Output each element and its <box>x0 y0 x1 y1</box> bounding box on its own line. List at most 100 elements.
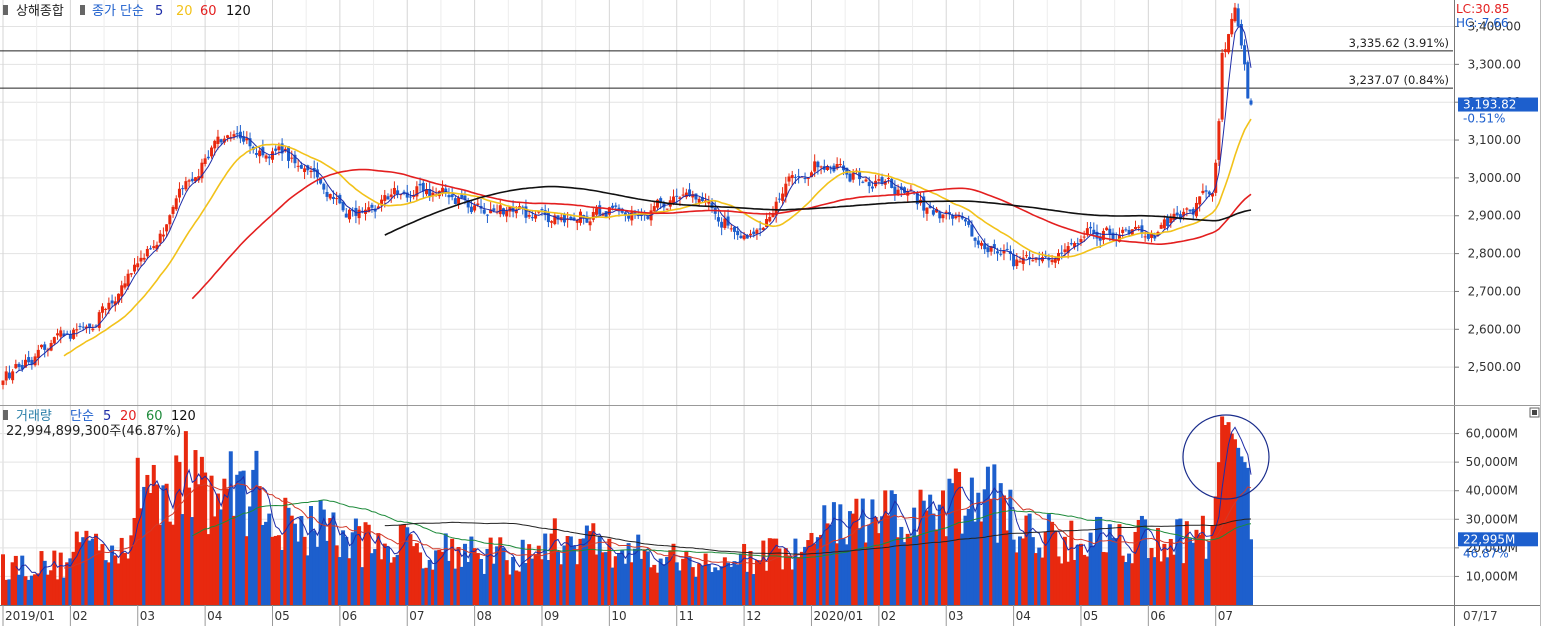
volume-bar <box>982 489 987 605</box>
volume-bar <box>697 563 702 605</box>
candle <box>710 202 714 209</box>
volume-bar <box>299 515 304 605</box>
volume-bar <box>286 507 291 605</box>
volume-bar <box>838 504 843 605</box>
volume-bar <box>1242 462 1247 605</box>
horizontal-lines[interactable]: 3,335.62 (3.91%) 3,237.07 (0.84%) <box>0 36 1453 89</box>
candle <box>845 167 849 175</box>
volume-legend-marker[interactable] <box>3 410 8 420</box>
volume-bar <box>87 540 92 605</box>
volume-bar <box>1040 557 1045 605</box>
volume-bar <box>257 486 262 605</box>
volume-bar <box>851 513 856 605</box>
candle <box>123 283 127 288</box>
month-label: 08 <box>477 609 492 623</box>
volume-circle-annotation[interactable] <box>1182 414 1270 500</box>
candle <box>1227 34 1231 53</box>
volume-bar <box>440 551 445 605</box>
candle <box>492 208 496 211</box>
candle <box>928 205 932 209</box>
volume-ma60-label: 60 <box>146 409 163 424</box>
ma5-line <box>15 25 1252 374</box>
candle <box>335 198 339 200</box>
candle <box>1108 228 1112 235</box>
volume-bar <box>950 483 955 605</box>
volume-bar <box>616 552 621 605</box>
volume-bar <box>248 506 253 605</box>
candle <box>280 143 284 154</box>
volume-bar <box>1 554 5 605</box>
candle <box>989 246 993 252</box>
candle <box>633 210 637 215</box>
candle <box>1105 227 1109 231</box>
volume-bar <box>1152 557 1157 605</box>
volume-bar <box>620 550 625 605</box>
candle <box>11 371 15 381</box>
candle <box>428 189 432 198</box>
volume-bar <box>613 556 618 605</box>
candle <box>652 206 656 212</box>
volume-bar <box>479 559 484 605</box>
volume-bar <box>1014 552 1019 605</box>
candle <box>1073 242 1077 248</box>
candle <box>139 257 143 262</box>
volume-bar <box>969 477 974 605</box>
month-label: 04 <box>207 609 222 623</box>
volume-bar <box>273 535 278 605</box>
volume-bar <box>710 571 715 605</box>
volume-bar <box>1088 532 1093 605</box>
candle <box>1201 190 1205 194</box>
candle <box>591 211 595 220</box>
volume-legend[interactable]: 거래량 단순 5 20 60 120 22,994,899,300주(46.87… <box>3 409 196 439</box>
volume-bar <box>244 536 249 605</box>
candle <box>1185 208 1189 210</box>
price-legend-marker[interactable] <box>3 5 8 15</box>
current-volume-badge <box>1458 532 1538 547</box>
candle <box>976 240 980 245</box>
candle <box>242 136 246 142</box>
volume-bar <box>1143 519 1148 605</box>
volume-bar <box>815 537 820 605</box>
candle <box>30 359 34 365</box>
volume-bar <box>456 547 461 605</box>
volume-bar <box>357 526 362 605</box>
volume-bar <box>389 562 394 605</box>
candle <box>1150 233 1154 238</box>
candle <box>315 169 319 178</box>
price-tick-label: 2,900.00 <box>1468 209 1521 223</box>
candle <box>287 146 291 161</box>
price-tick-label: 2,700.00 <box>1468 284 1521 298</box>
volume-bar <box>796 557 801 605</box>
candle <box>758 228 762 230</box>
candle <box>745 235 749 239</box>
volume-bar <box>225 488 230 605</box>
candle <box>1095 231 1099 239</box>
volume-bar <box>212 516 217 605</box>
candle <box>553 215 557 225</box>
volume-bar <box>459 566 464 605</box>
price-legend[interactable]: 상해종합 종가 단순 5 20 60 120 <box>3 4 251 19</box>
volume-bar <box>735 564 740 605</box>
volume-bar <box>1159 561 1164 605</box>
volume-bar <box>68 558 73 605</box>
month-label: 2020/01 <box>813 609 863 623</box>
volume-bar <box>113 555 118 605</box>
candle <box>473 205 477 211</box>
volume-tick-label: 10,000M <box>1466 569 1518 583</box>
volume-bar <box>761 540 766 605</box>
candle <box>190 178 194 182</box>
ma-legend-marker[interactable] <box>80 5 85 15</box>
volume-tick-label: 30,000M <box>1466 512 1518 526</box>
candle <box>17 363 21 368</box>
candle <box>1124 229 1128 231</box>
candle <box>1178 214 1182 220</box>
volume-bar <box>408 534 413 605</box>
volume-bar <box>196 484 201 605</box>
candle <box>822 166 826 170</box>
volume-ma20-label: 20 <box>120 409 137 424</box>
volume-bar <box>671 543 676 605</box>
volume-bar <box>1149 547 1154 605</box>
candle <box>694 193 698 200</box>
candle <box>344 213 348 218</box>
